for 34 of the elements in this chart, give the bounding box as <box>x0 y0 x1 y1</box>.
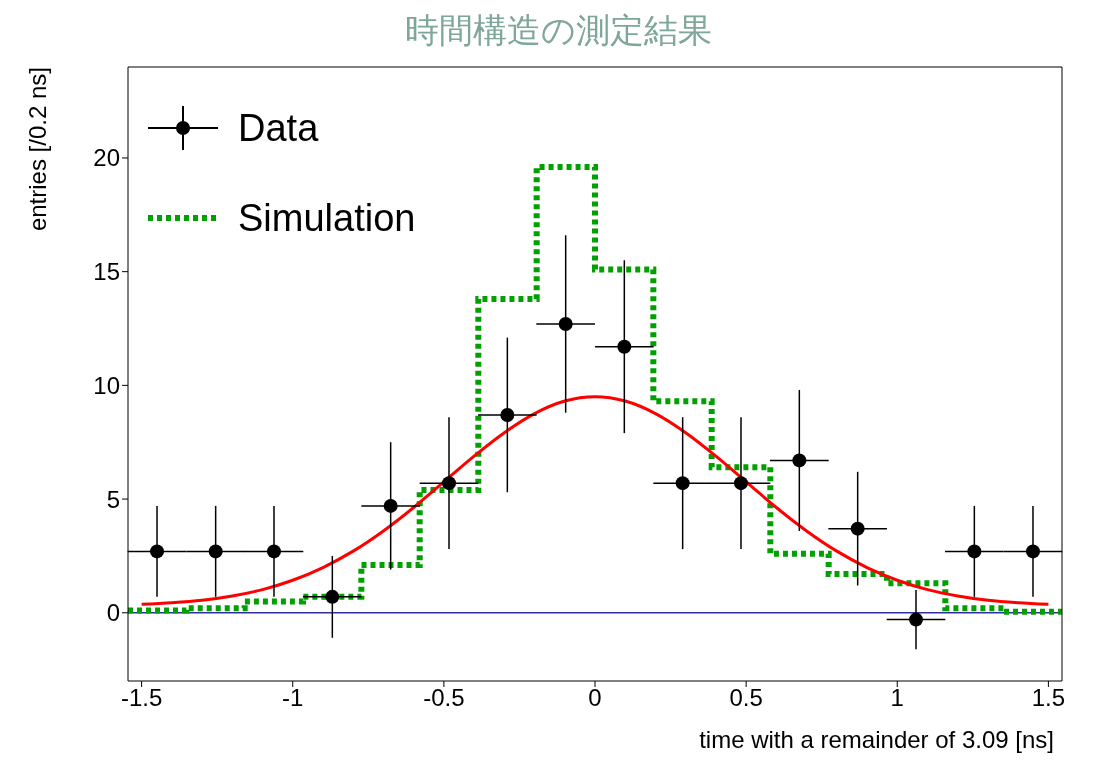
point <box>792 453 807 468</box>
point <box>909 612 924 627</box>
x-tick-label: -1.5 <box>120 684 163 712</box>
y-tick-label: 20 <box>93 144 120 172</box>
point <box>967 544 982 559</box>
legend-label: Data <box>238 106 319 150</box>
point <box>1025 544 1040 559</box>
point <box>675 476 690 491</box>
point <box>266 544 281 559</box>
x-tick-label: -1 <box>282 684 304 712</box>
point <box>617 339 632 354</box>
point <box>442 476 457 491</box>
legend-label: Simulation <box>238 196 416 240</box>
x-tick-label: 1.5 <box>1031 684 1066 712</box>
point <box>558 316 573 331</box>
x-axis-title: time with a remainder of 3.09 [ns] <box>699 726 1054 753</box>
point <box>150 544 165 559</box>
point <box>208 544 223 559</box>
y-tick-label: 15 <box>93 258 120 286</box>
x-tick-label: 0 <box>588 684 602 712</box>
point <box>325 589 340 604</box>
y-tick-label: 5 <box>106 485 120 513</box>
x-tick-label: 1 <box>890 684 904 712</box>
point <box>500 407 515 422</box>
line-series <box>140 395 1050 606</box>
y-tick-label: 10 <box>93 371 120 399</box>
y-axis-title: entries [/0.2 ns] <box>24 67 51 232</box>
chart-title: 時間構造の測定結果 <box>403 10 713 51</box>
x-tick-label: 0.5 <box>729 684 763 712</box>
point <box>383 498 398 513</box>
x-tick-label: -0.5 <box>423 684 465 712</box>
point <box>850 521 865 536</box>
y-tick-label: 0 <box>106 599 120 627</box>
point <box>733 476 748 491</box>
